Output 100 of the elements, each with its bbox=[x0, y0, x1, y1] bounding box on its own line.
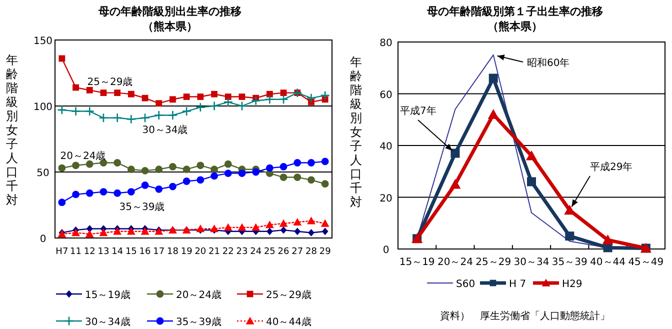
point bbox=[320, 90, 330, 100]
point bbox=[224, 170, 232, 178]
point bbox=[86, 189, 94, 197]
x-tick-label: 15～19 bbox=[399, 257, 435, 268]
point bbox=[126, 114, 136, 124]
point bbox=[210, 166, 218, 174]
point bbox=[209, 101, 220, 111]
point bbox=[140, 227, 150, 235]
point bbox=[86, 160, 94, 168]
point bbox=[196, 162, 204, 170]
chart-subtitle: （熊本県） bbox=[142, 20, 198, 33]
point bbox=[266, 228, 273, 236]
x-tick-label: 45～49 bbox=[628, 257, 664, 268]
point bbox=[266, 164, 274, 172]
point bbox=[142, 94, 148, 102]
point bbox=[113, 227, 122, 235]
x-tick-label: 11 bbox=[70, 247, 82, 257]
point bbox=[308, 159, 315, 166]
x-tick-label: 35～39 bbox=[552, 257, 588, 268]
point bbox=[182, 106, 192, 116]
legend-label: 15～19歳 bbox=[85, 289, 130, 301]
point bbox=[72, 228, 80, 236]
point bbox=[114, 189, 122, 197]
legend-label: 35～39歳 bbox=[176, 316, 222, 328]
point bbox=[321, 180, 329, 188]
legend-label: S60 bbox=[456, 279, 476, 290]
text: 資料） 厚生労働省「人口動態統計」 bbox=[440, 310, 610, 322]
x-tick-label: 19 bbox=[180, 247, 193, 257]
point bbox=[156, 100, 162, 107]
point bbox=[565, 232, 574, 241]
point bbox=[197, 94, 204, 100]
point bbox=[279, 219, 288, 227]
point bbox=[320, 219, 330, 227]
legend-label: H29 bbox=[562, 279, 582, 290]
point bbox=[265, 220, 274, 228]
point bbox=[155, 166, 163, 174]
x-tick-label: 24 bbox=[250, 247, 262, 257]
point bbox=[72, 190, 80, 198]
annotation: 35～39歳 bbox=[119, 201, 165, 213]
point bbox=[211, 90, 218, 98]
point bbox=[114, 159, 122, 166]
chart-title: 母の年齢階級別出生率の推移 bbox=[98, 5, 242, 18]
y-tick-label: 80 bbox=[380, 38, 392, 49]
y-tick-label: 50 bbox=[36, 168, 50, 179]
y-tick-label: 20 bbox=[380, 193, 392, 204]
point bbox=[141, 166, 149, 174]
point bbox=[72, 162, 80, 170]
point bbox=[488, 108, 499, 119]
x-tick-label: 20 bbox=[194, 247, 206, 257]
point bbox=[450, 178, 461, 189]
point bbox=[238, 223, 246, 231]
x-tick-label: 16 bbox=[139, 247, 152, 257]
point bbox=[58, 164, 66, 172]
point bbox=[72, 84, 79, 91]
point bbox=[70, 106, 81, 116]
x-tick-label: 27 bbox=[292, 247, 304, 257]
legend-label: 25～29歳 bbox=[266, 289, 312, 301]
y-tick-label: 100 bbox=[33, 102, 53, 113]
point bbox=[308, 176, 315, 184]
point bbox=[294, 159, 302, 166]
annotation: 昭和60年 bbox=[527, 57, 570, 69]
annotation: 平成7年 bbox=[400, 105, 436, 117]
point bbox=[140, 113, 150, 123]
point bbox=[224, 223, 232, 231]
y-tick-label: 0 bbox=[382, 245, 390, 256]
point bbox=[250, 96, 261, 106]
point bbox=[224, 94, 232, 100]
point bbox=[321, 158, 329, 166]
point bbox=[126, 227, 136, 235]
point bbox=[238, 170, 246, 178]
x-tick-label: 28 bbox=[306, 247, 318, 257]
y-tick-label: 0 bbox=[40, 234, 46, 245]
point bbox=[264, 94, 275, 104]
point bbox=[196, 176, 204, 184]
point bbox=[155, 185, 163, 193]
point bbox=[280, 226, 287, 234]
x-tick-label: 18 bbox=[167, 247, 179, 257]
point bbox=[488, 74, 498, 83]
point bbox=[322, 228, 328, 236]
point bbox=[526, 150, 537, 160]
point bbox=[182, 166, 190, 174]
point bbox=[210, 172, 218, 180]
point bbox=[141, 182, 149, 189]
point bbox=[527, 177, 536, 186]
y-tick-label: 150 bbox=[33, 36, 53, 47]
legend-label: 20～24歳 bbox=[176, 289, 222, 301]
point bbox=[86, 86, 93, 94]
point bbox=[170, 96, 176, 103]
x-tick-label: 12 bbox=[84, 247, 96, 257]
point bbox=[252, 223, 260, 231]
x-tick-label: 26 bbox=[278, 247, 290, 257]
point bbox=[280, 174, 288, 181]
point bbox=[294, 228, 301, 236]
point bbox=[85, 230, 94, 238]
point bbox=[100, 90, 107, 96]
x-tick-label: 22 bbox=[222, 247, 234, 257]
point bbox=[58, 55, 66, 62]
annotation: 25～29歳 bbox=[87, 76, 133, 88]
point bbox=[237, 101, 247, 111]
point bbox=[99, 228, 108, 236]
